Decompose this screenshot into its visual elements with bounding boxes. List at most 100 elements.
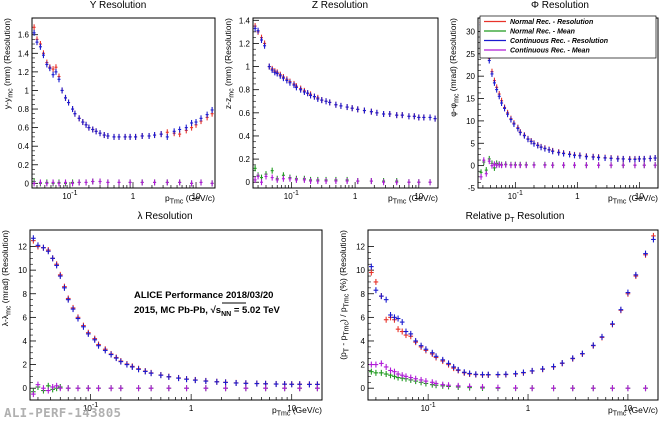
data-point — [395, 315, 401, 322]
x-axis-label: pTmc (GeV/c) — [608, 193, 658, 206]
data-point — [85, 385, 91, 392]
data-point — [64, 179, 68, 186]
y-tick-label: 15 — [466, 95, 475, 104]
data-point — [379, 293, 384, 300]
data-point — [334, 101, 338, 108]
data-point — [153, 179, 157, 186]
data-point — [407, 179, 411, 186]
y-tick-label: 1 — [246, 63, 251, 72]
data-point — [118, 358, 124, 365]
data-point — [35, 39, 39, 46]
data-point — [31, 235, 36, 242]
legend-entry: Continuous Rec. - Mean — [510, 48, 590, 55]
data-point — [57, 180, 61, 187]
data-point — [184, 376, 189, 383]
data-point — [642, 155, 646, 162]
data-point — [294, 84, 298, 91]
data-point — [500, 162, 504, 169]
y-tick-label: 0 — [23, 384, 28, 393]
data-point — [413, 375, 418, 382]
data-point — [485, 371, 491, 378]
data-point — [610, 385, 615, 392]
data-point — [96, 385, 101, 392]
y-axis-label: y-ymc (mm) (Resolution) — [2, 18, 15, 109]
data-point — [633, 271, 639, 278]
data-point — [362, 107, 366, 114]
series-continuous-rec-resolution — [31, 235, 320, 388]
data-point — [294, 176, 298, 183]
data-point — [98, 130, 102, 137]
data-point — [281, 175, 285, 182]
data-point — [407, 113, 411, 120]
y-tick-label: -5 — [468, 184, 476, 193]
data-point — [65, 296, 71, 303]
y-tick-label: 0 — [471, 162, 476, 171]
data-point — [64, 94, 68, 101]
data-point — [559, 360, 565, 367]
data-point — [312, 93, 316, 100]
data-point — [513, 384, 518, 391]
data-point — [562, 150, 566, 157]
data-point — [480, 371, 485, 378]
data-point — [350, 105, 354, 112]
data-point — [609, 155, 613, 162]
data-point — [375, 109, 379, 116]
x-tick-label: 10-1 — [421, 402, 436, 413]
data-point — [599, 333, 605, 340]
panel-title: Z Resolution — [312, 0, 368, 11]
data-point — [190, 119, 194, 126]
data-point — [45, 61, 49, 68]
data-point — [625, 289, 631, 296]
data-point — [388, 367, 393, 374]
y-tick-label: 0.2 — [239, 155, 251, 164]
data-point — [184, 385, 189, 392]
panel-y: Y Resolution 0 0.2 0.4 0.6 0.8 1 1.2 1.4 1.6 10-1 1… — [2, 0, 216, 206]
data-point — [260, 179, 264, 186]
x-tick-label: 10-1 — [62, 190, 77, 201]
panel-title: Y Resolution — [90, 0, 147, 11]
y-tick-label: 1.4 — [18, 49, 30, 58]
x-tick-label: 1 — [575, 192, 580, 201]
data-point — [108, 385, 114, 392]
data-point — [529, 138, 533, 145]
data-point — [440, 356, 446, 363]
data-point — [273, 381, 279, 388]
data-point — [243, 385, 249, 392]
x-tick-label: 10 — [635, 192, 644, 201]
data-point — [422, 114, 426, 121]
data-point — [621, 162, 625, 169]
data-point — [136, 366, 141, 373]
data-point — [297, 385, 303, 392]
data-point — [75, 385, 81, 392]
data-point — [643, 250, 648, 257]
data-point — [369, 368, 374, 375]
data-point — [172, 128, 176, 135]
data-point — [38, 179, 42, 186]
data-point — [392, 368, 397, 375]
data-point — [395, 179, 399, 186]
legend-entry: Normal Rec. - Mean — [510, 29, 575, 36]
data-point — [570, 355, 576, 362]
data-point — [57, 76, 61, 83]
data-point — [166, 385, 172, 392]
panel-title: Relative pT Resolution — [466, 211, 565, 224]
data-point — [316, 178, 320, 185]
data-point — [302, 176, 306, 183]
data-point — [572, 162, 576, 169]
data-point — [609, 162, 613, 169]
data-point — [382, 110, 386, 117]
x-axis-label: pTmc (GeV/c) — [608, 405, 658, 418]
performance-line1: ALICE Performance 2018/03/20 — [134, 290, 273, 301]
y-axis-label: (pT - pTmc) / pTmc (%) (Resolution) — [338, 230, 351, 360]
data-point — [73, 110, 77, 117]
data-point — [543, 145, 547, 152]
data-point — [487, 57, 491, 64]
y-tick-label: 5 — [471, 139, 476, 148]
y-tick-label: 0.6 — [18, 124, 30, 133]
data-point — [147, 132, 151, 139]
data-point — [203, 385, 209, 392]
data-point — [446, 382, 451, 389]
